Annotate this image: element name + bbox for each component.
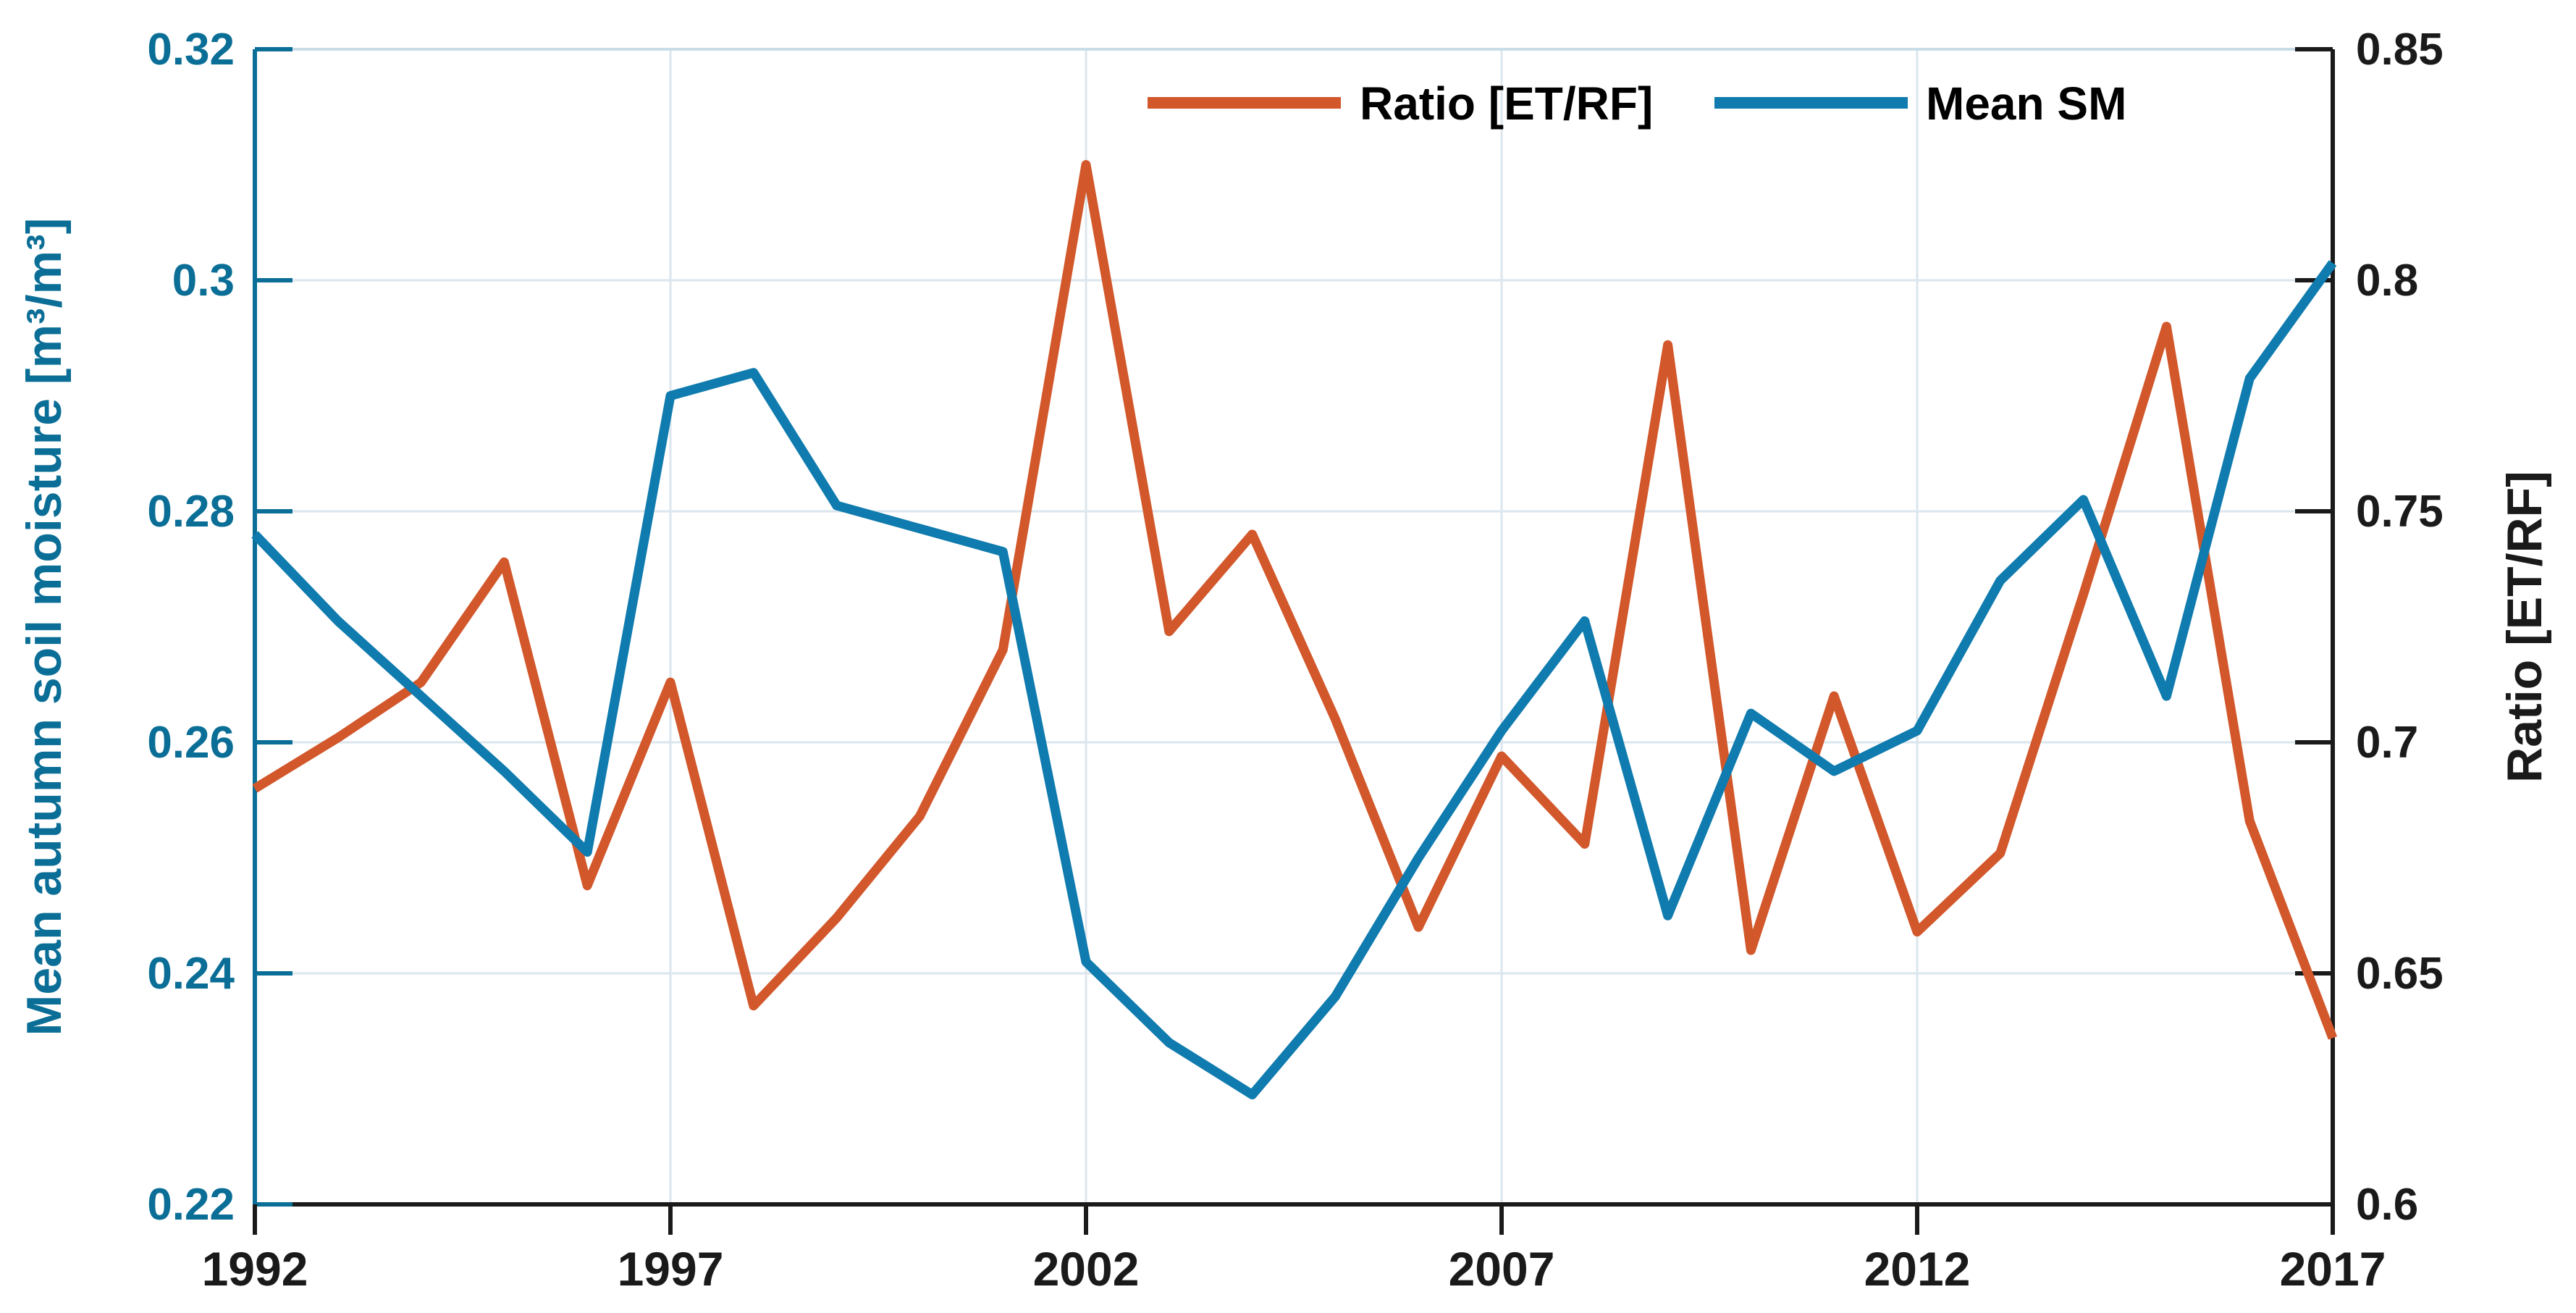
- legend: Ratio [ET/RF] Mean SM: [1148, 77, 2126, 130]
- right-axis-tick-label: 0.7: [2356, 718, 2418, 768]
- series-line-ratio-et-rf-: [252, 160, 2338, 1040]
- right-axis-tick-label: 0.75: [2356, 487, 2444, 537]
- series-line-mean-sm: [251, 260, 2337, 1099]
- x-axis-tick-label: 2007: [1449, 1242, 1555, 1296]
- left-axis-ticks: [255, 47, 292, 1207]
- left-axis-tick-label: 0.22: [147, 1180, 235, 1230]
- x-axis-tick-label: 1992: [202, 1242, 308, 1296]
- right-axis-ticks: [2295, 47, 2333, 1207]
- right-axis-tick-label: 0.65: [2356, 949, 2444, 999]
- left-axis-tick-label: 0.24: [147, 949, 235, 999]
- right-axis-tick-label: 0.8: [2356, 256, 2418, 306]
- left-axis-tick-label: 0.26: [147, 718, 235, 768]
- x-axis-tick-label: 2017: [2280, 1242, 2386, 1296]
- x-axis-ticks: [253, 1204, 2335, 1235]
- right-axis-tick-label: 0.85: [2356, 25, 2444, 75]
- left-axis-tick-label: 0.32: [147, 25, 235, 75]
- x-axis-tick-label: 2012: [1864, 1242, 1971, 1296]
- left-axis-title: Mean autumn soil moisture [m³/m³]: [17, 218, 72, 1036]
- x-axis-tick-label: 2002: [1033, 1242, 1140, 1296]
- right-axis-tick-label: 0.6: [2356, 1180, 2418, 1230]
- legend-entry-label: Ratio [ET/RF]: [1360, 77, 1653, 130]
- gridlines: [255, 49, 2333, 1204]
- left-axis-tick-label: 0.3: [172, 256, 235, 306]
- x-axis-tick-label: 1997: [618, 1242, 724, 1296]
- left-axis-tick-label: 0.28: [147, 487, 235, 537]
- right-axis-title: Ratio [ET/RF]: [2497, 471, 2552, 783]
- legend-entry-label: Mean SM: [1926, 77, 2126, 130]
